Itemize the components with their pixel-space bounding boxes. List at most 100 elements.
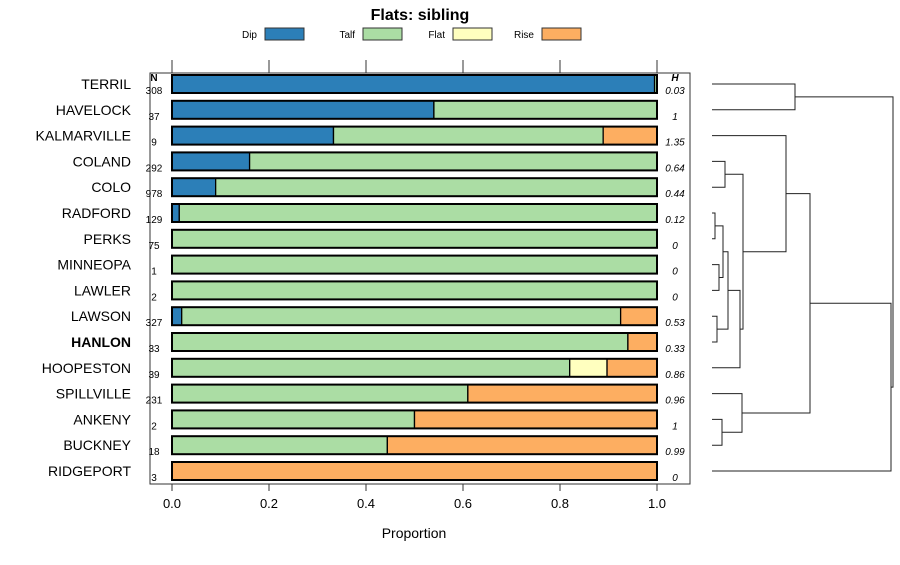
- bar-segment-rise: [413, 409, 658, 430]
- h-value: 1.35: [665, 138, 685, 149]
- row-spillville: SPILLVILLE 231 0.96: [56, 383, 685, 407]
- n-value: 1: [151, 267, 157, 278]
- h-value: 0.03: [665, 86, 685, 97]
- dendrogram-branch: [712, 264, 720, 291]
- h-value: 0.53: [665, 318, 685, 329]
- row-havelock: HAVELOCK 37 1: [56, 99, 678, 123]
- row-label: LAWSON: [71, 308, 131, 324]
- x-tick-label: 0.6: [454, 496, 472, 511]
- legend: Dip Talf Flat Rise: [242, 27, 582, 41]
- row-buckney: BUCKNEY 18 0.99: [63, 435, 685, 458]
- bar-outline: [171, 306, 658, 327]
- dendrogram-branch: [712, 302, 892, 472]
- row-hoopeston: HOOPESTON 39 0.86: [42, 357, 685, 381]
- legend-swatch-flat: [452, 27, 493, 41]
- dendrogram: [712, 83, 894, 472]
- legend-swatch-rise: [541, 27, 582, 41]
- dendrogram-branch: [712, 393, 743, 433]
- row-ankeny: ANKENY 2 1: [73, 409, 678, 432]
- n-value: 292: [146, 163, 163, 174]
- bar-segment-dip: [171, 203, 180, 223]
- bar-segment-dip: [171, 74, 656, 94]
- bar-segment-flat: [569, 358, 608, 378]
- row-colo: COLO 978 0.44: [91, 177, 685, 200]
- row-minneopa: MINNEOPA 1 0: [57, 254, 678, 278]
- bar-segment-talf: [171, 254, 658, 275]
- dendrogram-branch: [712, 418, 723, 446]
- h-column-header: H: [671, 73, 679, 84]
- h-value: 0.33: [665, 344, 685, 355]
- legend-swatch-talf: [362, 27, 403, 41]
- row-label: KALMARVILLE: [36, 128, 131, 144]
- row-lawler: LAWLER 2 0: [74, 280, 678, 303]
- bar-segment-rise: [467, 383, 658, 404]
- bar-segment-rise: [627, 332, 658, 352]
- h-value: 0.99: [665, 447, 685, 458]
- bar-outline: [171, 74, 658, 94]
- bar-outline: [171, 203, 658, 223]
- bar-outline: [171, 280, 658, 301]
- bar-outline: [171, 332, 658, 352]
- row-radford: RADFORD 129 0.12: [62, 203, 685, 226]
- x-tick-label: 0.0: [163, 496, 181, 511]
- row-label: TERRIL: [81, 76, 131, 92]
- n-value: 327: [146, 318, 163, 329]
- bar-segment-rise: [602, 125, 658, 146]
- x-tick-label: 0.8: [551, 496, 569, 511]
- chart-title: Flats: sibling: [371, 7, 470, 24]
- bar-segment-talf: [171, 435, 388, 455]
- x-tick-label: 0.2: [260, 496, 278, 511]
- h-value: 0.96: [665, 396, 685, 407]
- bar-segment-dip: [171, 125, 335, 146]
- bar-segment-talf: [171, 409, 416, 430]
- bar-segment-talf: [433, 100, 658, 120]
- row-label: LAWLER: [74, 282, 131, 298]
- bar-segment-rise: [171, 461, 658, 481]
- bar-segment-talf: [332, 125, 604, 146]
- bar-outline: [171, 435, 658, 456]
- n-value: 2: [151, 421, 157, 432]
- dendrogram-branch: [712, 315, 718, 343]
- legend-swatch-dip: [264, 27, 305, 41]
- row-label: SPILLVILLE: [56, 386, 131, 402]
- bar-segment-talf: [171, 383, 469, 404]
- n-value: 75: [148, 241, 160, 252]
- row-perks: PERKS 75 0: [84, 228, 678, 252]
- n-value: 33: [148, 344, 160, 355]
- n-value: 9: [151, 138, 157, 149]
- bar-segment-rise: [619, 306, 658, 326]
- x-axis-label: Proportion: [382, 525, 447, 541]
- bar-outline: [171, 99, 658, 120]
- n-value: 37: [148, 112, 160, 123]
- h-value: 0.64: [665, 163, 685, 174]
- bar-outline: [171, 177, 658, 198]
- x-tick-label: 1.0: [648, 496, 666, 511]
- row-lawson: LAWSON 327 0.53: [71, 306, 685, 329]
- n-value: 18: [148, 447, 160, 458]
- bar-segment-talf: [178, 203, 658, 223]
- bar-segment-rise: [606, 358, 658, 378]
- dendrogram-branch: [795, 96, 894, 388]
- h-value: 0: [672, 267, 678, 278]
- row-label: RADFORD: [62, 205, 131, 221]
- bar-outline: [171, 383, 658, 404]
- dendrogram-branch: [712, 160, 726, 188]
- row-label: ANKENY: [73, 411, 131, 427]
- x-tick-label: 0.4: [357, 496, 375, 511]
- bar-outline: [171, 254, 658, 275]
- n-column-header: N: [150, 73, 157, 84]
- bar-rows: TERRIL 308 0.03 HAVELOCK 37 1 KALMARVILLE 9 1.35…: [36, 74, 685, 484]
- dendrogram-branch: [712, 83, 796, 111]
- bar-segment-talf: [248, 151, 658, 172]
- n-value: 2: [151, 292, 157, 303]
- bar-segment-talf: [171, 229, 658, 249]
- row-label: MINNEOPA: [57, 257, 131, 273]
- bar-outline: [171, 125, 658, 146]
- n-value: 231: [146, 396, 163, 407]
- h-value: 0.86: [665, 370, 685, 381]
- plot-frame: [149, 72, 691, 485]
- legend-label-dip: Dip: [242, 30, 257, 41]
- legend-label-rise: Rise: [514, 30, 534, 41]
- bar-outline: [171, 357, 658, 378]
